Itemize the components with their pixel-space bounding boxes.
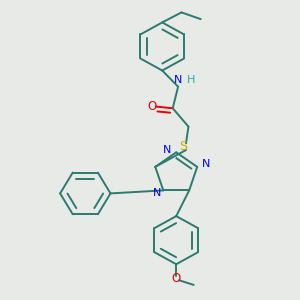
Text: S: S <box>179 140 187 153</box>
Text: H: H <box>187 75 195 85</box>
Text: N: N <box>202 159 210 169</box>
Text: O: O <box>172 272 181 285</box>
Text: N: N <box>163 145 172 155</box>
Text: N: N <box>153 188 161 198</box>
Text: O: O <box>147 100 156 113</box>
Text: N: N <box>174 75 182 85</box>
